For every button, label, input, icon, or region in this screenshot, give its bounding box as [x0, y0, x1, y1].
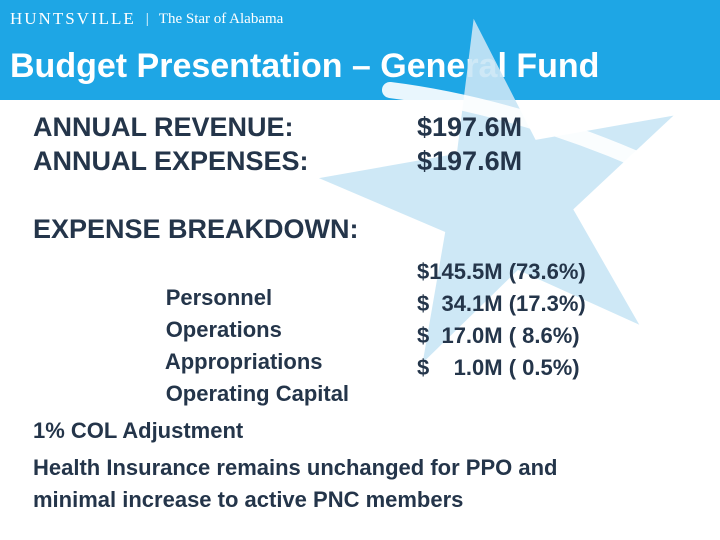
- expenses-value: $197.6M: [417, 146, 523, 176]
- row-label: Operating Capital: [165, 381, 350, 406]
- brand-name: HUNTSVILLE: [10, 9, 136, 28]
- brand-logo: HUNTSVILLE | The Star of Alabama: [10, 8, 283, 30]
- breakdown-row-operating-capital: Operating Capital $ 1.0M ( 0.5%): [129, 355, 580, 459]
- row-label: Personnel: [165, 285, 273, 310]
- breakdown-row-personnel: Personnel $145.5M (73.6%): [129, 259, 586, 363]
- breakdown-row-appropriations: Appropriations $ 17.0M ( 8.6%): [129, 323, 580, 427]
- row-amount: $ 17.0M ( 8.6%): [417, 323, 580, 348]
- health-insurance-note-line1: Health Insurance remains unchanged for P…: [33, 455, 558, 480]
- breakdown-heading: EXPENSE BREAKDOWN:: [33, 214, 359, 244]
- header-bar: HUNTSVILLE | The Star of Alabama Budget …: [0, 0, 720, 100]
- col-adjustment-note: 1% COL Adjustment: [33, 418, 244, 443]
- brand-tagline: The Star of Alabama: [158, 10, 284, 27]
- row-label: Operations: [165, 317, 282, 342]
- row-amount: $ 34.1M (17.3%): [417, 291, 586, 316]
- row-amount: $145.5M (73.6%): [417, 259, 586, 284]
- health-insurance-note-line2: minimal increase to active PNC members: [33, 487, 464, 512]
- row-label: Appropriations: [164, 349, 323, 374]
- brand-separator: |: [145, 10, 149, 27]
- row-amount: $ 1.0M ( 0.5%): [417, 355, 580, 380]
- expenses-label: ANNUAL EXPENSES:: [33, 146, 309, 176]
- expenses-line: ANNUAL EXPENSES: $197.6M: [33, 146, 522, 177]
- revenue-value: $197.6M: [417, 112, 523, 142]
- revenue-line: ANNUAL REVENUE: $197.6M: [33, 112, 522, 143]
- breakdown-row-operations: Operations $ 34.1M (17.3%): [129, 291, 586, 395]
- revenue-label: ANNUAL REVENUE:: [33, 112, 294, 142]
